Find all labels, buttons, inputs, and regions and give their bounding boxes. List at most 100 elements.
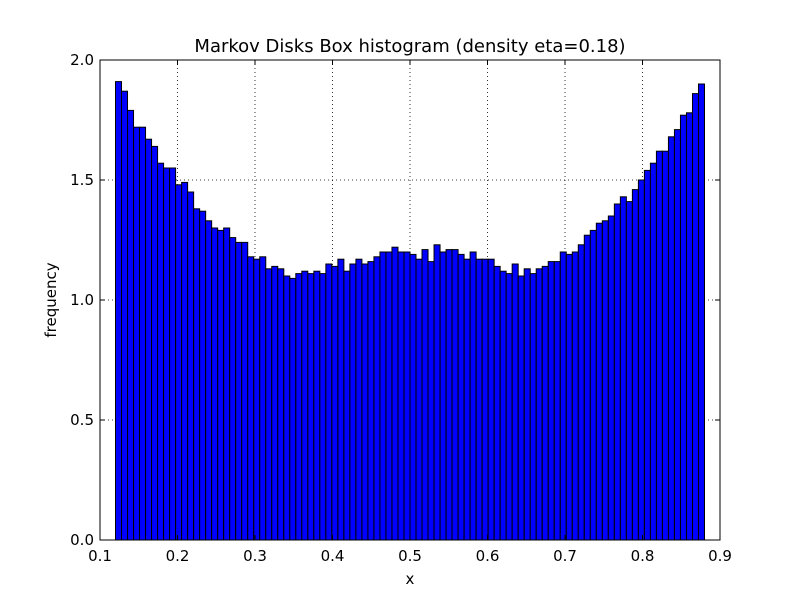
histogram-bar [661,150,669,541]
histogram-bar [667,136,675,541]
x-tick-label: 0.4 [321,547,345,565]
histogram-bar [205,220,213,541]
histogram-bar [517,275,525,541]
histogram-bar [319,273,327,541]
x-tick-label: 0.3 [243,547,267,565]
histogram-bar [283,275,291,541]
histogram-bar [403,251,411,541]
histogram-bar [505,273,513,541]
histogram-bar [385,251,393,541]
histogram-bar [379,251,387,541]
histogram-bar [217,229,225,541]
x-tick-label: 0.5 [398,547,422,565]
histogram-bar [487,258,495,541]
histogram-bar [643,169,651,541]
histogram-bar [673,129,681,541]
histogram-bar [439,251,447,541]
histogram-bar [565,253,573,541]
y-tick-label: 0.5 [70,411,94,429]
histogram-bar [265,268,273,541]
histogram-bar [367,261,375,541]
chart-title: Markov Disks Box histogram (density eta=… [194,36,625,57]
histogram-bar [535,268,543,541]
histogram-bar [127,109,135,541]
histogram-bar [691,93,699,541]
histogram-bar [457,253,465,541]
histogram-bar [463,258,471,541]
histogram-bar [331,265,339,541]
y-axis-label: frequency [42,262,60,337]
histogram-bar [619,196,627,541]
histogram-bar [157,162,165,541]
histogram-bar [631,189,639,541]
histogram-bar [589,229,597,541]
histogram-bar [679,114,687,541]
histogram-bar [637,179,645,541]
histogram-bar [343,270,351,541]
histogram-bar [115,81,123,541]
histogram-bar [625,201,633,541]
histogram-bar [541,265,549,541]
axis-ticks: 0.1 0.2 0.3 0.4 0.5 0.6 0.7 0.8 0.9 0.0 0.5 1.0 1.5 2… [70,51,732,565]
histogram-bar [139,126,147,541]
histogram-bar [469,251,477,541]
histogram-bar [583,234,591,541]
x-tick-label: 0.6 [476,547,500,565]
histogram-bar [427,261,435,541]
x-tick-label: 0.9 [708,547,732,565]
x-tick-label: 0.7 [553,547,577,565]
histogram-bar [121,90,129,541]
histogram-bar [613,203,621,541]
histogram-bar [289,277,297,541]
histogram-bar [445,249,453,541]
histogram-bar [493,265,501,541]
histogram-bar [247,256,255,541]
histogram-bar [301,270,309,541]
histogram-bar [421,249,429,541]
histogram-bar [373,256,381,541]
histogram-bar [571,251,579,541]
histogram-bar [511,263,519,541]
histogram-bar [349,263,357,541]
histogram-bar [523,268,531,541]
histogram-bar [355,258,363,541]
histogram-bar [595,222,603,541]
histogram-bar [655,150,663,541]
histogram-bar [259,256,267,541]
histogram-bar [391,246,399,541]
histogram-bar [193,208,201,541]
x-axis-label: x [406,570,415,588]
histogram-bar [295,273,303,541]
histogram-bar [415,258,423,541]
y-tick-label: 1.5 [70,171,94,189]
histogram-bar [223,227,231,541]
x-tick-label: 0.2 [166,547,190,565]
histogram-bar [529,273,537,541]
histogram-bar [277,268,285,541]
histogram-bar [361,263,369,541]
histogram-bar [481,258,489,541]
histogram-bar [187,191,195,541]
histogram-bars [115,81,706,541]
histogram-bar [397,251,405,541]
histogram-bar [451,249,459,541]
histogram-bar [553,261,561,541]
histogram-bar [235,241,243,541]
histogram-bar [151,145,159,541]
histogram-bar [211,227,219,541]
histogram-bar [271,265,279,541]
histogram-bar [337,258,345,541]
histogram-bar [433,244,441,541]
histogram-bar [649,162,657,541]
histogram-bar [577,244,585,541]
histogram-bar [559,251,567,541]
histogram-bar [475,258,483,541]
histogram-bar [313,270,321,541]
histogram-bar [697,83,706,541]
histogram-bar [601,220,609,541]
histogram-bar [607,215,615,541]
x-tick-label: 0.1 [88,547,112,565]
histogram-bar [499,270,507,541]
histogram-bar [685,112,693,541]
